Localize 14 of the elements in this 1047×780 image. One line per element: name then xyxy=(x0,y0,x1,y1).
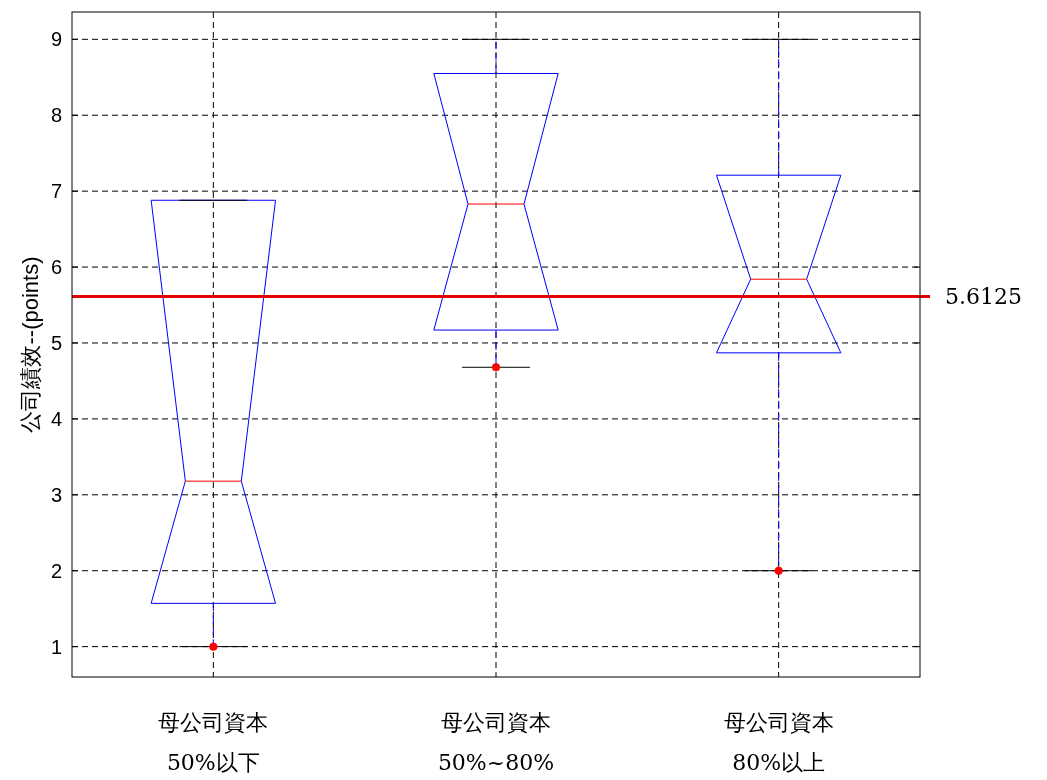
ref-line-label: 5.6125 xyxy=(945,284,1022,310)
y-tick-label: 4 xyxy=(50,407,62,430)
y-tick-label: 7 xyxy=(50,180,62,203)
y-tick-label: 5 xyxy=(50,331,62,354)
y-tick-label: 9 xyxy=(50,28,62,51)
y-axis-title: 公司績效--(points) xyxy=(18,256,43,433)
x-tick-label: 母公司資本 50%~80% xyxy=(437,710,555,775)
y-tick-label: 1 xyxy=(50,635,62,658)
y-tick-label: 8 xyxy=(50,104,62,127)
x-tick-label: 母公司資本 80%以上 xyxy=(723,710,834,775)
y-tick-label: 3 xyxy=(50,483,62,506)
y-tick-label: 6 xyxy=(50,256,62,279)
x-tick-label: 母公司資本 50%以下 xyxy=(158,710,269,775)
y-tick-label: 2 xyxy=(50,559,62,582)
